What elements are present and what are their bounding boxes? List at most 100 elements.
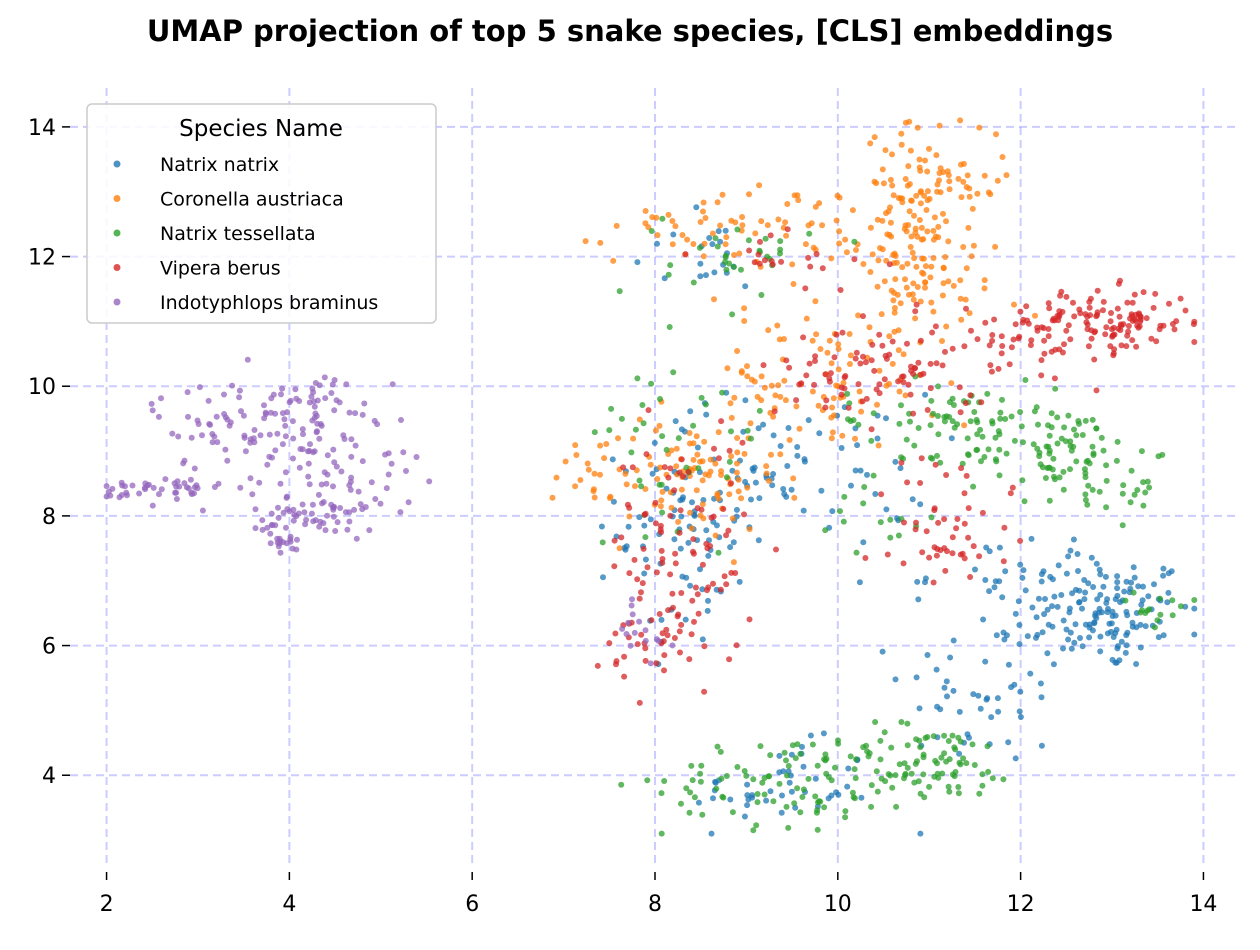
data-point (924, 652, 931, 658)
data-point (852, 467, 859, 474)
data-point (722, 259, 729, 265)
data-point (316, 382, 323, 389)
data-point (738, 266, 744, 273)
x-tick-label: 14 (1189, 892, 1217, 917)
data-point (626, 513, 633, 520)
data-point (895, 378, 902, 385)
data-point (169, 430, 176, 437)
data-point (679, 573, 686, 580)
data-point (928, 514, 935, 521)
data-point (784, 463, 791, 469)
data-point (699, 561, 706, 568)
data-point (678, 800, 684, 807)
data-point (892, 676, 899, 683)
data-point (979, 433, 986, 440)
data-point (910, 296, 917, 303)
data-point (878, 491, 885, 498)
data-point (879, 342, 886, 349)
data-point (962, 296, 969, 303)
data-point (835, 791, 842, 798)
data-point (897, 465, 904, 472)
data-point (741, 768, 748, 774)
data-point (929, 329, 936, 336)
data-point (699, 477, 706, 484)
data-point (945, 738, 952, 744)
data-point (1008, 413, 1015, 420)
data-point (933, 666, 940, 673)
data-point (961, 343, 968, 350)
data-point (657, 503, 664, 510)
data-point (642, 556, 649, 563)
data-point (1120, 482, 1127, 489)
data-point (883, 355, 890, 362)
data-point (705, 597, 711, 604)
data-point (621, 544, 628, 551)
data-point (1019, 574, 1026, 581)
data-point (961, 520, 968, 527)
data-point (979, 509, 986, 516)
data-point (975, 692, 982, 699)
data-point (986, 342, 993, 349)
data-point (955, 784, 962, 790)
data-point (942, 254, 949, 260)
data-point (788, 751, 795, 758)
data-point (277, 549, 284, 556)
data-point (590, 486, 597, 493)
data-point (1137, 609, 1144, 616)
data-point (629, 596, 635, 603)
data-point (348, 436, 355, 443)
data-point (862, 359, 869, 366)
data-point (879, 246, 886, 253)
data-point (738, 495, 745, 502)
data-point (645, 407, 652, 414)
data-point (264, 524, 271, 531)
data-point (889, 182, 896, 189)
data-point (812, 793, 819, 800)
data-point (853, 549, 860, 556)
data-point (744, 363, 750, 370)
data-point (322, 395, 329, 402)
data-point (939, 770, 946, 777)
data-point (991, 316, 998, 323)
data-point (1177, 295, 1184, 302)
data-point (965, 505, 972, 512)
data-point (611, 563, 618, 570)
data-point (709, 241, 716, 248)
data-point (591, 494, 598, 501)
data-point (949, 418, 956, 425)
data-point (1027, 670, 1034, 677)
data-point (658, 497, 665, 504)
data-point (1073, 458, 1080, 465)
data-point (929, 455, 936, 462)
data-point (279, 385, 286, 392)
data-point (832, 764, 838, 771)
data-point (756, 260, 763, 267)
data-point (840, 379, 847, 386)
data-point (630, 435, 637, 442)
data-point (974, 336, 981, 343)
data-point (937, 459, 944, 466)
data-point (895, 532, 902, 539)
data-point (629, 464, 636, 471)
data-point (893, 803, 900, 810)
data-point (835, 740, 842, 747)
data-point (764, 222, 771, 229)
data-point (845, 765, 852, 772)
data-point (713, 522, 720, 529)
data-point (883, 210, 889, 217)
data-point (142, 480, 149, 487)
data-point (836, 240, 843, 247)
data-point (858, 794, 865, 801)
data-point (665, 271, 672, 278)
data-point (933, 152, 940, 159)
data-point (1123, 642, 1130, 649)
data-point (742, 283, 749, 290)
data-point (699, 811, 706, 818)
data-point (668, 504, 675, 511)
data-point (698, 762, 705, 769)
data-point (347, 486, 354, 493)
data-point (961, 555, 968, 562)
data-point (961, 490, 968, 497)
data-point (943, 678, 950, 685)
data-point (957, 761, 964, 768)
